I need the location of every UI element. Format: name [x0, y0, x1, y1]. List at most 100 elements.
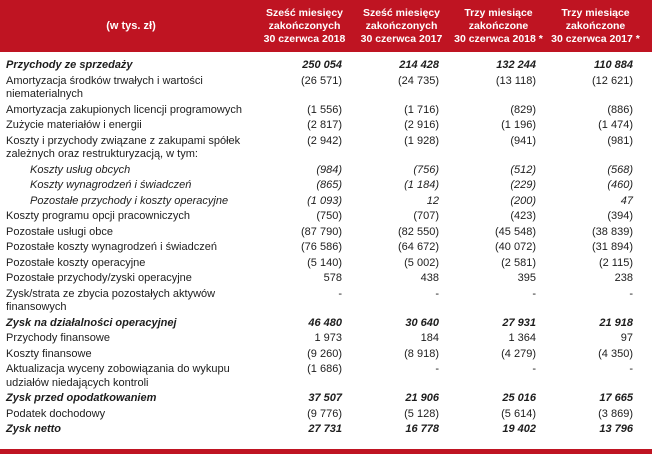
row-value: (707) — [413, 210, 439, 222]
row-value: 21 906 — [405, 392, 439, 404]
period-column-header-line: 30 czerwca 2018 — [263, 33, 346, 45]
row-value: (886) — [607, 103, 633, 116]
row-value: (2 916) — [404, 119, 439, 131]
row-value: (1 184) — [404, 179, 439, 191]
row-value: - — [435, 287, 439, 300]
row-value: 21 918 — [599, 316, 633, 329]
row-value: 25 016 — [502, 392, 536, 404]
table-row: Zysk na działalności operacyjnej 46 480 30… — [0, 317, 652, 331]
table-body: Przychody ze sprzedaży 250 054 214 428 132 … — [0, 52, 652, 449]
table-row: Amortyzacja zakupionych licencji program… — [0, 104, 652, 118]
row-value: (2 581) — [501, 256, 536, 269]
row-value: (984) — [316, 163, 342, 176]
period-column-header: Trzy miesiące zakończone 30 czerwca 2017 * — [547, 5, 644, 46]
table-row: Pozostałe koszty operacyjne (5 140) (5 002… — [0, 257, 652, 271]
period-column-header: Sześć miesięcy zakończonych 30 czerwca 201… — [256, 5, 353, 46]
row-label: Zużycie materiałów i energii — [6, 119, 142, 131]
row-label: Pozostałe przychody i koszty operacyjne — [30, 194, 229, 207]
row-value: 27 931 — [502, 316, 536, 329]
row-value: (38 839) — [592, 225, 633, 238]
table-row: Przychody ze sprzedaży 250 054 214 428 132 … — [0, 59, 652, 73]
row-value: 184 — [420, 332, 439, 344]
row-value: (229) — [510, 179, 536, 191]
row-value: (40 072) — [495, 241, 536, 253]
row-value: 46 480 — [308, 316, 342, 329]
row-value: (76 586) — [301, 241, 342, 253]
row-value: (200) — [510, 194, 536, 207]
row-value: (750) — [316, 210, 342, 222]
row-value: (13 118) — [495, 74, 536, 87]
period-column-header: Trzy miesiące zakończone 30 czerwca 2018 * — [450, 5, 547, 46]
row-value: (1 928) — [404, 134, 439, 147]
table-row: Koszty programu opcji pracowniczych (750)… — [0, 210, 652, 224]
table-row: Pozostałe przychody i koszty operacyjne (… — [0, 195, 652, 209]
table-row: Podatek dochodowy (9 776) (5 128) (5 614) (3… — [0, 408, 652, 422]
row-value: - — [629, 363, 633, 375]
table-row: Zużycie materiałów i energii (2 817) (2 91… — [0, 119, 652, 133]
row-value: 578 — [323, 272, 342, 284]
row-value: 250 054 — [302, 59, 342, 71]
row-label: Aktualizacja wyceny zobowiązania do wyku… — [6, 363, 230, 389]
row-label: Przychody ze sprzedaży — [6, 59, 133, 71]
row-value: (12 621) — [592, 74, 633, 87]
row-value: (1 196) — [501, 119, 536, 131]
table-row: Pozostałe usługi obce (87 790) (82 550) (45… — [0, 226, 652, 240]
row-value: 37 507 — [308, 392, 342, 404]
row-value: (1 474) — [598, 119, 633, 131]
bottom-border-bar — [0, 449, 652, 454]
table-row: Koszty wynagrodzeń i świadczeń (865) (1 18… — [0, 179, 652, 193]
row-value: - — [532, 363, 536, 375]
row-value: (5 128) — [404, 407, 439, 420]
row-value: - — [338, 287, 342, 300]
table-row: Zysk przed opodatkowaniem 37 507 21 906 25 … — [0, 392, 652, 406]
row-label: Pozostałe przychody/zyski operacyjne — [6, 272, 192, 284]
row-label: Pozostałe usługi obce — [6, 225, 114, 238]
row-label: Amortyzacja środków trwałych i wartości … — [6, 74, 203, 101]
row-label: Zysk przed opodatkowaniem — [6, 392, 157, 404]
table-row: Koszty i przychody związane z zakupami s… — [0, 135, 652, 162]
row-value: (460) — [607, 179, 633, 191]
row-label: Koszty programu opcji pracowniczych — [6, 210, 191, 222]
row-value: (423) — [510, 210, 536, 222]
row-label: Koszty finansowe — [6, 347, 92, 360]
row-label: Podatek dochodowy — [6, 407, 106, 420]
table-row: Zysk/strata ze zbycia pozostałych aktywó… — [0, 288, 652, 315]
period-column-header-line: zakończone — [565, 20, 626, 32]
row-value: (31 894) — [592, 241, 633, 253]
row-value: 1 364 — [508, 332, 536, 344]
row-value: (941) — [510, 134, 536, 147]
row-value: (981) — [607, 134, 633, 147]
row-value: (829) — [510, 103, 536, 116]
row-value: (8 918) — [404, 347, 439, 360]
period-column-header: Sześć miesięcy zakończonych 30 czerwca 201… — [353, 5, 450, 46]
table-header-row: (w tys. zł) Sześć miesięcy zakończonych 30… — [0, 0, 652, 52]
row-value: (1 716) — [404, 103, 439, 116]
row-value: 395 — [517, 272, 536, 284]
row-value: 1 973 — [314, 332, 342, 344]
row-value: (5 002) — [404, 256, 439, 269]
period-column-header-line: 30 czerwca 2018 * — [454, 33, 543, 45]
table-row: Koszty usług obcych (984) (756) (512) (568) — [0, 164, 652, 178]
row-value: - — [435, 363, 439, 375]
row-label: Zysk na działalności operacyjnej — [6, 316, 177, 329]
row-value: (87 790) — [301, 225, 342, 238]
row-value: (865) — [316, 179, 342, 191]
period-column-header-line: 30 czerwca 2017 — [360, 33, 443, 45]
row-value: 214 428 — [399, 59, 439, 71]
row-value: 16 778 — [405, 423, 439, 435]
row-label: Koszty wynagrodzeń i świadczeń — [30, 179, 192, 191]
table-row: Pozostałe koszty wynagrodzeń i świadczeń… — [0, 241, 652, 255]
row-value: 97 — [620, 332, 633, 344]
row-value: (9 260) — [307, 347, 342, 360]
row-value: (4 350) — [598, 347, 633, 360]
row-value: 12 — [426, 194, 439, 207]
period-column-header-line: Trzy miesiące — [561, 7, 630, 19]
row-value: (512) — [510, 163, 536, 176]
row-value: 438 — [420, 272, 439, 284]
table-row: Amortyzacja środków trwałych i wartości … — [0, 75, 652, 102]
row-label: Amortyzacja zakupionych licencji program… — [6, 103, 242, 116]
row-value: (64 672) — [398, 241, 439, 253]
row-value: (2 817) — [307, 119, 342, 131]
row-value: (4 279) — [501, 347, 536, 360]
